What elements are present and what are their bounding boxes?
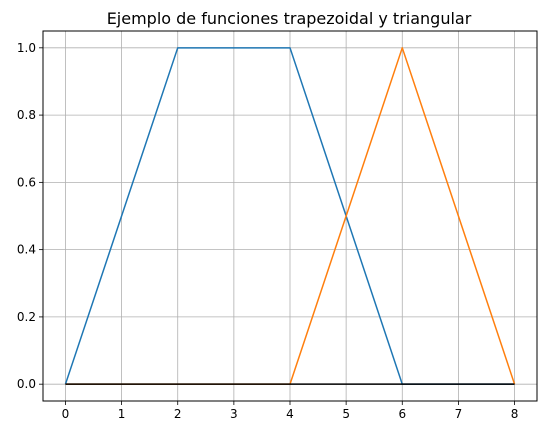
x-tick-label: 6: [398, 407, 406, 421]
grid: [43, 31, 537, 401]
x-tick-label: 0: [62, 407, 70, 421]
series-group: [64, 47, 516, 385]
x-tick-label: 2: [174, 407, 182, 421]
x-tick-label: 7: [455, 407, 463, 421]
y-tick-label: 0.0: [17, 377, 36, 391]
x-tick-label: 5: [342, 407, 350, 421]
y-tick-label: 0.4: [17, 243, 36, 257]
x-tick-label: 4: [286, 407, 294, 421]
y-tick-label: 0.8: [17, 108, 36, 122]
y-tick-label: 1.0: [17, 41, 36, 55]
y-tick-label: 0.6: [17, 175, 36, 189]
y-tick-label: 0.2: [17, 310, 36, 324]
x-axis: 0 1 2 3 4 5 6 7 8: [62, 401, 519, 421]
x-tick-label: 8: [511, 407, 519, 421]
y-axis: 0.0 0.2 0.4 0.6 0.8 1.0: [17, 41, 43, 391]
x-tick-label: 3: [230, 407, 238, 421]
chart-title: Ejemplo de funciones trapezoidal y trian…: [107, 9, 472, 28]
x-tick-label: 1: [118, 407, 126, 421]
